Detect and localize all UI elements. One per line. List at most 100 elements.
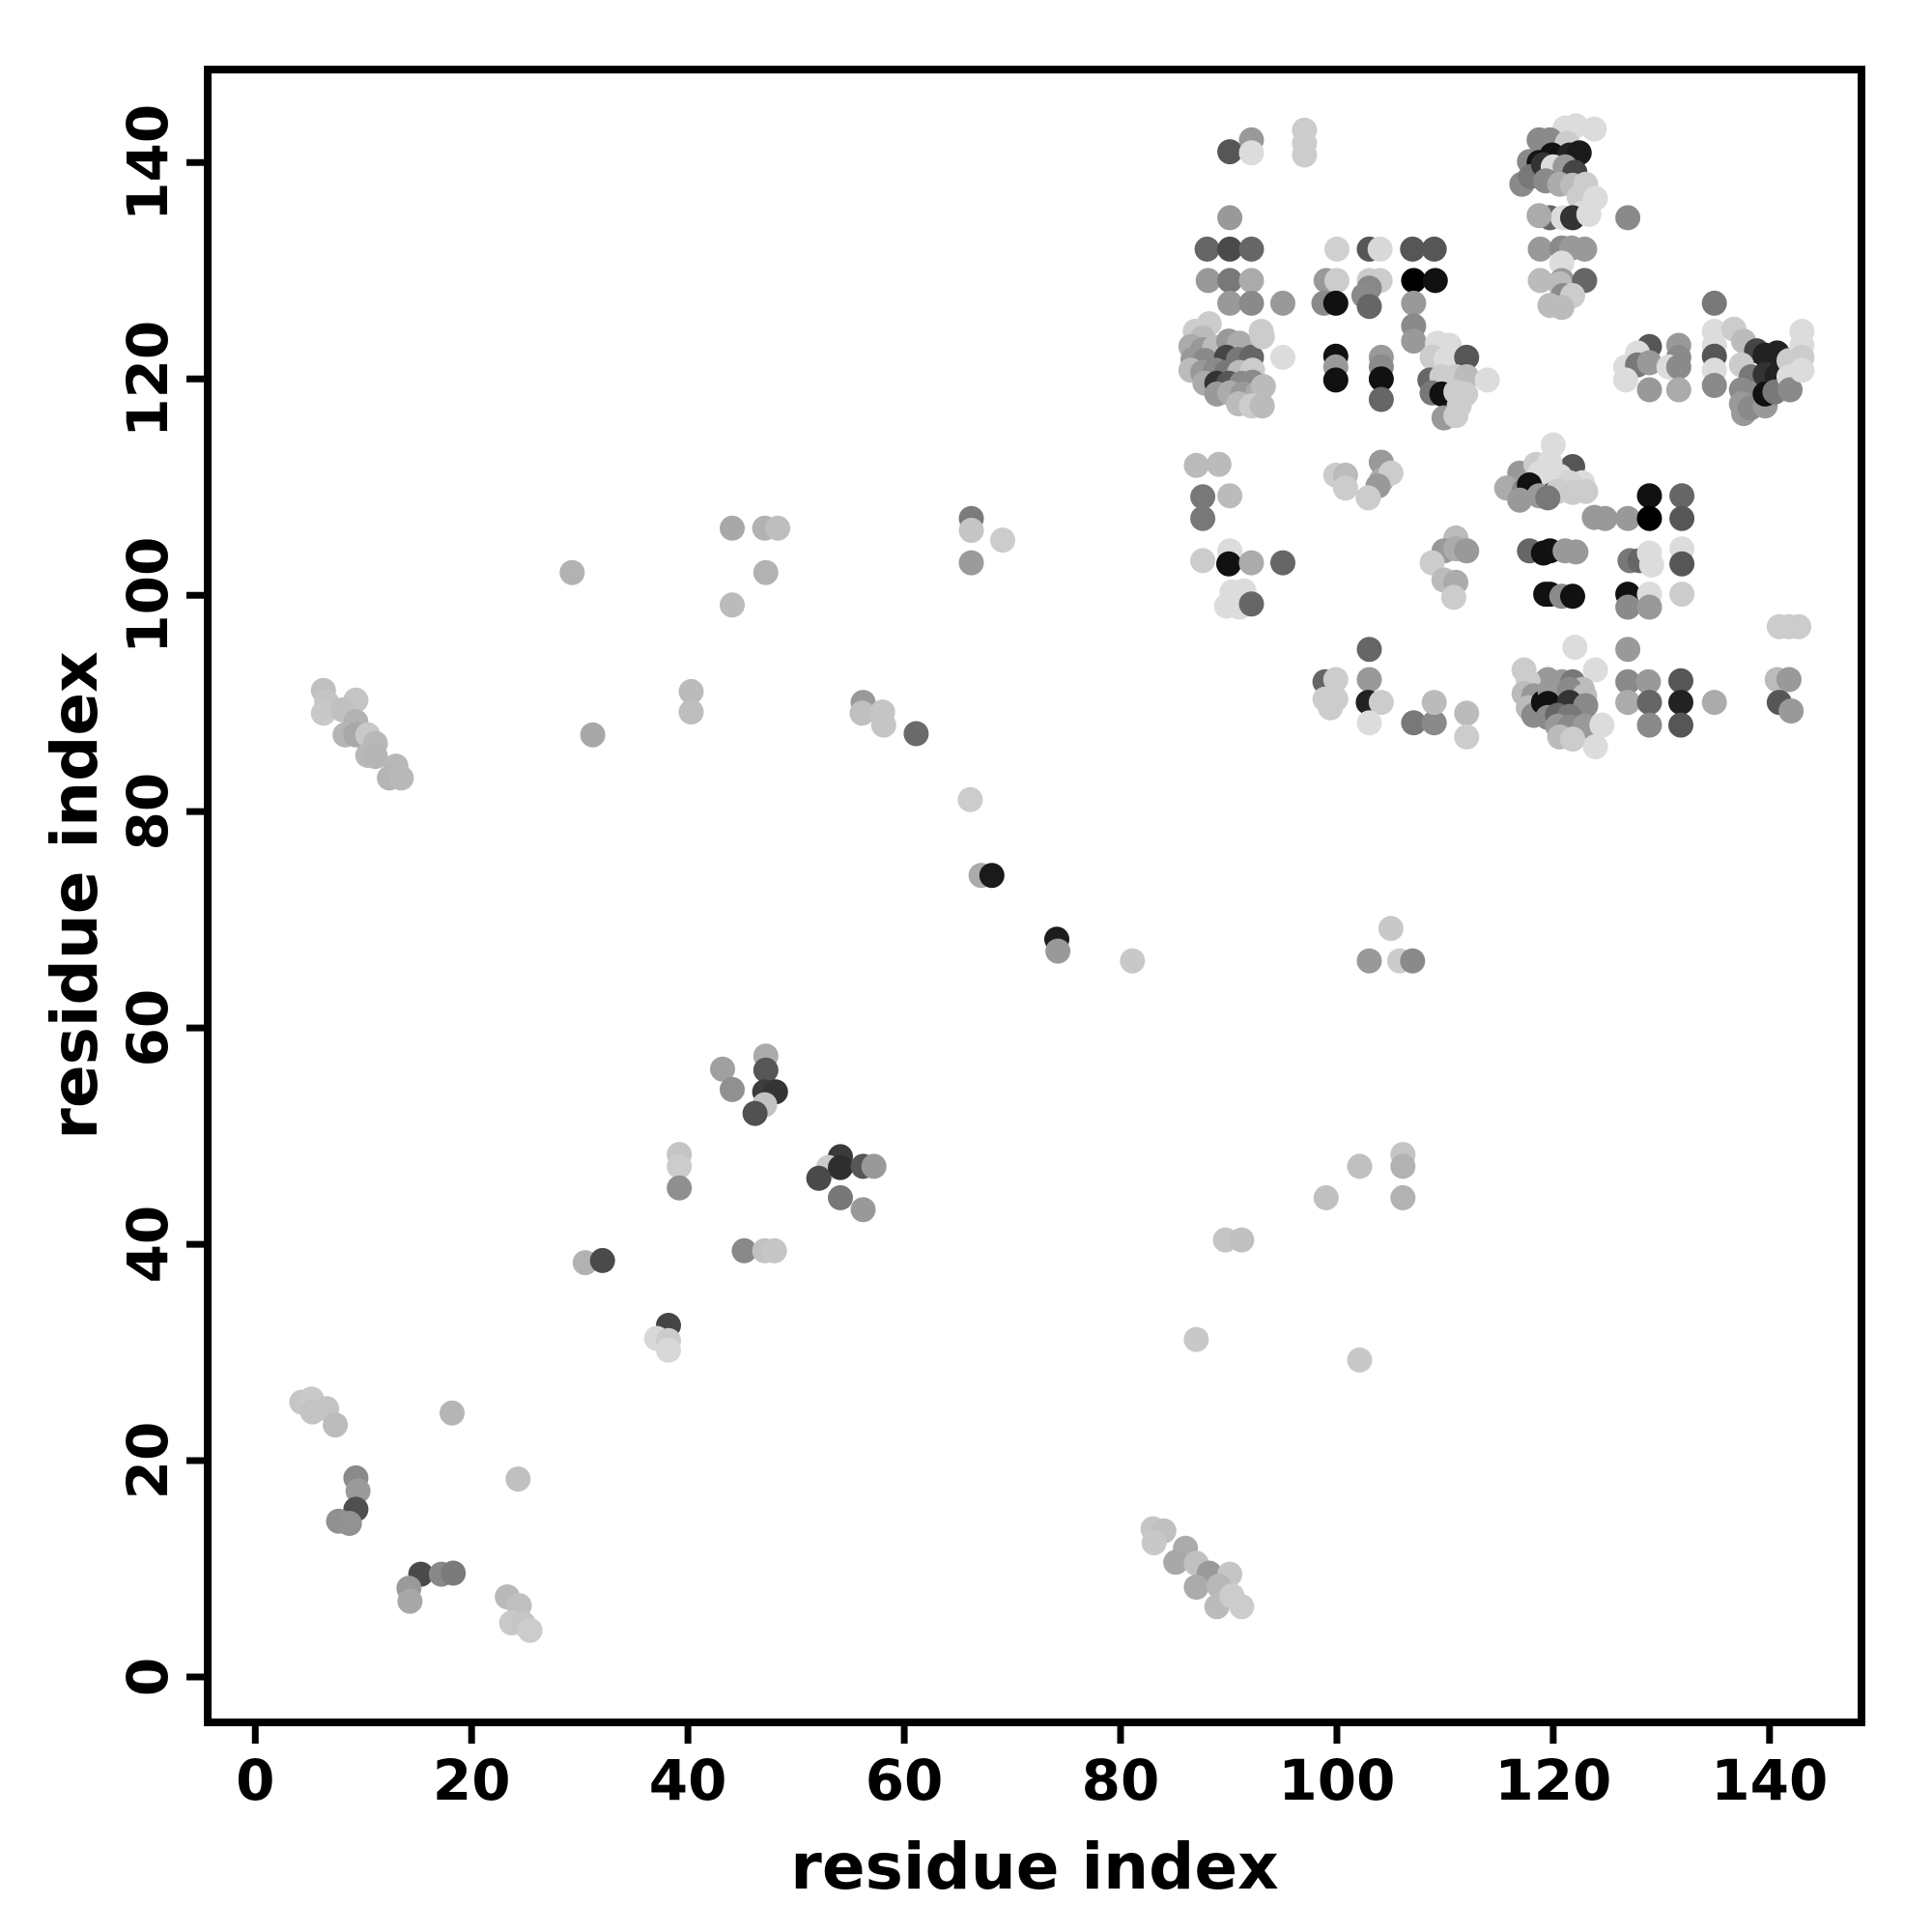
data-point	[828, 1154, 853, 1180]
x-tick-label: 100	[1278, 1747, 1395, 1813]
data-point	[1636, 690, 1662, 716]
data-point	[1313, 1184, 1339, 1210]
data-point	[1669, 505, 1695, 531]
data-point	[1217, 236, 1243, 262]
data-point	[1249, 393, 1275, 419]
data-point	[1217, 483, 1243, 509]
data-point	[1190, 484, 1216, 510]
data-point	[1526, 203, 1552, 229]
data-point	[1401, 290, 1427, 316]
data-point	[1789, 357, 1815, 384]
data-point	[958, 550, 984, 576]
x-tick-label: 40	[649, 1747, 727, 1813]
data-point	[1669, 582, 1695, 608]
data-point	[1401, 328, 1427, 355]
data-point	[1183, 452, 1209, 478]
data-point	[1527, 268, 1553, 294]
data-point	[1454, 538, 1480, 564]
y-tick-label: 80	[115, 773, 181, 851]
data-point	[1615, 594, 1641, 620]
data-point	[1535, 485, 1561, 511]
data-point	[957, 786, 983, 812]
data-point	[667, 1175, 693, 1201]
y-tick-label: 40	[115, 1206, 181, 1284]
data-point	[1217, 205, 1243, 231]
data-point	[1238, 236, 1264, 262]
data-point	[505, 1466, 531, 1492]
data-point	[1347, 1347, 1373, 1373]
data-point	[1322, 367, 1349, 393]
data-point	[440, 1400, 465, 1426]
data-point	[1576, 202, 1602, 227]
data-point	[1356, 667, 1382, 693]
data-point	[753, 559, 779, 585]
data-point	[1562, 635, 1588, 660]
data-point	[1318, 695, 1344, 721]
data-points-layer	[289, 113, 1815, 1643]
data-point	[1368, 690, 1394, 716]
data-point	[1443, 403, 1469, 429]
data-point	[656, 1337, 681, 1363]
data-point	[1507, 487, 1533, 513]
data-point	[1250, 374, 1276, 400]
data-point	[580, 722, 606, 748]
data-point	[1701, 690, 1727, 716]
data-point	[1356, 294, 1382, 320]
data-point	[1665, 377, 1691, 403]
data-point	[1206, 451, 1232, 477]
axis-ticks-layer	[186, 158, 1774, 1744]
data-point	[1776, 667, 1802, 693]
data-point	[1638, 552, 1664, 578]
x-tick-label: 140	[1711, 1747, 1828, 1813]
data-point	[765, 515, 791, 541]
data-point	[1217, 268, 1243, 294]
data-point	[1378, 916, 1404, 942]
data-point	[1216, 551, 1241, 577]
x-axis-title: residue index	[790, 1830, 1278, 1904]
data-point	[1527, 236, 1553, 262]
data-point	[1355, 485, 1381, 511]
data-point	[1270, 550, 1295, 576]
data-point	[1270, 344, 1295, 370]
data-point	[1390, 1153, 1416, 1179]
data-point	[1615, 690, 1641, 716]
data-point	[1786, 613, 1812, 639]
data-point	[849, 700, 875, 726]
data-point	[1421, 690, 1447, 716]
data-point	[731, 1237, 757, 1264]
data-point	[1589, 712, 1615, 738]
axis-tick-labels-layer: 0 20 40 60 80 100 120 140 0 20 40 60 80 100 120 140	[115, 104, 1828, 1813]
data-point	[806, 1165, 832, 1191]
data-point	[753, 1057, 779, 1083]
data-point	[1572, 236, 1598, 262]
data-point	[1217, 139, 1243, 165]
data-point	[1356, 710, 1382, 736]
data-point	[1163, 1549, 1189, 1576]
data-point	[1582, 657, 1608, 683]
data-point	[1592, 505, 1618, 531]
data-point	[1548, 250, 1575, 276]
data-point	[397, 1588, 423, 1614]
data-point	[1368, 386, 1394, 412]
y-tick-label: 20	[115, 1422, 181, 1500]
data-point	[1636, 594, 1662, 620]
data-point	[1777, 377, 1804, 403]
x-tick-label: 120	[1494, 1747, 1611, 1813]
data-point	[1635, 668, 1662, 695]
data-point	[678, 699, 704, 725]
data-point	[1668, 690, 1693, 716]
y-tick-label: 120	[115, 321, 181, 438]
y-tick-label: 60	[115, 989, 181, 1067]
data-point	[310, 700, 336, 726]
data-point	[1668, 668, 1693, 694]
data-point	[1356, 948, 1382, 974]
data-point	[1390, 1184, 1416, 1210]
data-point	[1615, 205, 1641, 231]
data-point	[903, 721, 929, 747]
y-tick-label: 100	[115, 537, 181, 654]
data-point	[345, 1478, 371, 1504]
data-point	[1636, 483, 1662, 509]
data-point	[1701, 290, 1727, 316]
data-point	[1454, 724, 1480, 750]
data-point	[870, 712, 896, 738]
